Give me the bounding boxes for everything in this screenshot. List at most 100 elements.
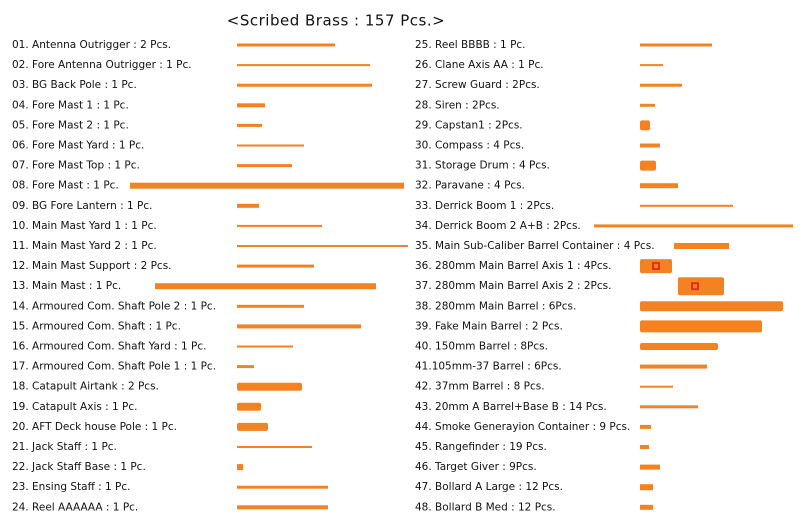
part-label: 39. Fake Main Barrel : 2 Pcs.: [415, 320, 563, 332]
part-shape: [640, 103, 655, 107]
part-shape: [640, 445, 649, 449]
part-shape: [237, 422, 268, 431]
part-shape: [237, 505, 328, 510]
part-label: 14. Armoured Com. Shaft Pole 2 : 1 Pc.: [12, 300, 216, 312]
part-shape: [674, 243, 729, 249]
part-label: 13. Main Mast : 1 Pc.: [12, 280, 121, 292]
part-shape: [237, 446, 312, 448]
part-shape: [237, 103, 265, 108]
part-shape: [640, 43, 712, 47]
part-shape: [640, 83, 682, 87]
part-label: 10. Main Mast Yard 1 : 1 Pc.: [12, 220, 157, 232]
part-shape: [237, 365, 254, 369]
part-label: 08. Fore Mast : 1 Pc.: [12, 180, 119, 192]
part-label: 02. Fore Antenna Outrigger : 1 Pc.: [12, 59, 192, 71]
part-label: 31. Storage Drum : 4 Pcs.: [415, 160, 550, 172]
part-label: 30. Compass : 4 Pcs.: [415, 140, 524, 152]
part-label: 36. 280mm Main Barrel Axis 1 : 4Pcs.: [415, 260, 611, 272]
part-shape: [237, 83, 372, 87]
part-shape: [640, 301, 783, 312]
part-label: 35. Main Sub-Caliber Barrel Container : …: [415, 240, 655, 252]
part-label: 24. Reel AAAAAA : 1 Pc.: [12, 501, 138, 513]
part-detail: [654, 264, 658, 269]
part-shape: [237, 345, 293, 348]
part-detail: [693, 284, 697, 289]
part-label: 09. BG Fore Lantern : 1 Pc.: [12, 200, 152, 212]
part-label: 03. BG Back Pole : 1 Pc.: [12, 79, 137, 91]
part-shape: [640, 364, 707, 369]
part-shape: [130, 182, 404, 189]
part-shape: [237, 43, 335, 47]
part-label: 18. Catapult Airtank : 2 Pcs.: [12, 381, 159, 393]
part-shape: [640, 320, 762, 333]
part-shape: [237, 144, 304, 147]
part-label: 38. 280mm Main Barrel : 6Pcs.: [415, 300, 576, 312]
part-shape: [237, 123, 262, 127]
part-shape: [237, 64, 370, 67]
part-label: 46. Target Giver : 9Pcs.: [415, 461, 537, 473]
part-shape: [237, 224, 322, 227]
part-shape: [237, 304, 304, 308]
part-shape: [237, 164, 292, 168]
part-label: 12. Main Mast Support : 2 Pcs.: [12, 260, 172, 272]
part-shape: [237, 464, 243, 471]
part-label: 41.105mm-37 Barrel : 6Pcs.: [415, 361, 562, 373]
part-shape: [237, 264, 314, 268]
part-label: 16. Armoured Com. Shaft Yard : 1 Pc.: [12, 341, 206, 353]
part-label: 26. Clane Axis AA : 1 Pc.: [415, 59, 544, 71]
part-label: 27. Screw Guard : 2Pcs.: [415, 79, 540, 91]
part-shape: [640, 183, 678, 189]
part-label: 48. Bollard B Med : 12 Pcs.: [415, 501, 556, 513]
part-label: 40. 150mm Barrel : 8Pcs.: [415, 341, 548, 353]
part-label: 21. Jack Staff : 1 Pc.: [12, 441, 117, 453]
part-shape: [678, 277, 724, 296]
part-label: 22. Jack Staff Base : 1 Pc.: [12, 461, 146, 473]
part-shape: [237, 324, 361, 329]
part-shape: [640, 160, 656, 171]
part-shape: [594, 224, 793, 228]
part-label: 47. Bollard A Large : 12 Pcs.: [415, 481, 563, 493]
part-shape: [640, 143, 660, 148]
part-label: 25. Reel BBBB : 1 Pc.: [415, 39, 526, 51]
part-shape: [237, 402, 261, 411]
part-shape: [237, 245, 408, 247]
part-shape: [640, 464, 660, 470]
part-label: 06. Fore Mast Yard : 1 Pc.: [12, 140, 144, 152]
part-label: 32. Paravane : 4 Pcs.: [415, 180, 525, 192]
part-label: 23. Ensing Staff : 1 Pc.: [12, 481, 131, 493]
part-shape: [640, 120, 650, 131]
part-label: 01. Antenna Outrigger : 2 Pcs.: [12, 39, 171, 51]
part-shape: [237, 382, 302, 391]
part-shape: [640, 405, 698, 409]
part-shape: [640, 424, 651, 429]
part-shape: [640, 204, 733, 207]
part-shape: [640, 64, 663, 67]
part-label: 28. Siren : 2Pcs.: [415, 99, 500, 111]
part-shape: [237, 485, 328, 489]
part-label: 29. Capstan1 : 2Pcs.: [415, 119, 523, 131]
part-shape: [640, 385, 673, 388]
part-label: 11. Main Mast Yard 2 : 1 Pc.: [12, 240, 157, 252]
sheet-title: <Scribed Brass : 157 Pcs.>: [227, 12, 445, 30]
part-label: 05. Fore Mast 2 : 1 Pc.: [12, 119, 129, 131]
part-label: 45. Rangefinder : 19 Pcs.: [415, 441, 547, 453]
part-label: 43. 20mm A Barrel+Base B : 14 Pcs.: [415, 401, 607, 413]
part-label: 15. Armoured Com. Shaft : 1 Pc.: [12, 320, 181, 332]
part-label: 44. Smoke Generayion Container : 9 Pcs.: [415, 421, 630, 433]
part-shape: [237, 203, 259, 208]
part-label: 34. Derrick Boom 2 A+B : 2Pcs.: [415, 220, 581, 232]
part-label: 37. 280mm Main Barrel Axis 2 : 2Pcs.: [415, 280, 611, 292]
part-shape: [155, 283, 376, 290]
part-label: 17. Armoured Com. Shaft Pole 1 : 1 Pc.: [12, 361, 216, 373]
part-label: 20. AFT Deck house Pole : 1 Pc.: [12, 421, 177, 433]
part-shape: [640, 343, 718, 350]
part-label: 19. Catapult Axis : 1 Pc.: [12, 401, 138, 413]
part-shape: [640, 504, 653, 510]
part-label: 04. Fore Mast 1 : 1 Pc.: [12, 99, 129, 111]
part-label: 07. Fore Mast Top : 1 Pc.: [12, 160, 140, 172]
part-shape: [640, 484, 653, 491]
part-label: 42. 37mm Barrel : 8 Pcs.: [415, 381, 545, 393]
part-label: 33. Derrick Boom 1 : 2Pcs.: [415, 200, 554, 212]
